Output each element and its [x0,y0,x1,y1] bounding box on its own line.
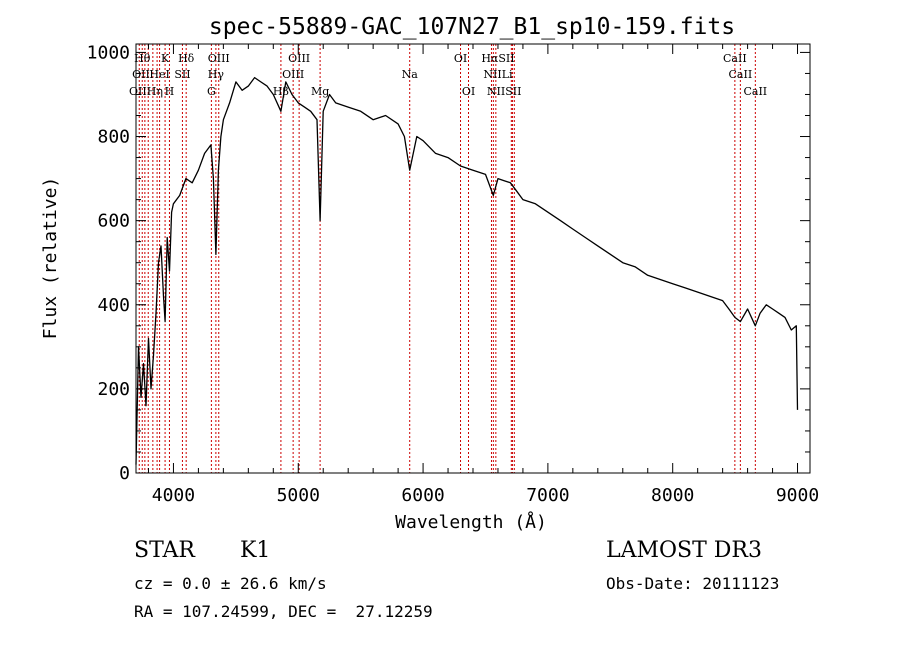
line-label: OII [132,68,150,81]
line-label: OI [454,52,467,65]
line-label: OIIHη [129,85,163,98]
survey-name: LAMOST DR3 [606,538,762,563]
line-label: CaII [729,68,753,81]
line-label: CaII [723,52,747,65]
x-tick-label: 6000 [401,485,444,506]
y-tick-label: 1000 [87,42,130,63]
x-tick-label: 4000 [152,485,195,506]
line-label: CaII [743,85,767,98]
spectrum-line [135,76,799,465]
x-axis: 4000 5000 6000 7000 8000 9000 [147,44,819,506]
line-label: OIII [288,52,310,65]
observation-date: Obs-Date: 20111123 [606,574,780,593]
y-axis: 0 200 400 600 800 1000 [87,42,810,484]
line-label: SII [174,68,190,81]
line-label: Hδ [178,52,195,65]
line-label: HαSII [481,52,514,65]
object-class: STAR [134,538,195,563]
chart-title: spec-55889-GAC_107N27_B1_sp10-159.fits [209,14,735,40]
y-tick-label: 800 [97,127,130,148]
line-label: OI [462,85,475,98]
ra-dec-coordinates: RA = 107.24599, DEC = 27.12259 [134,602,433,621]
line-label: NIILi [483,68,513,81]
y-tick-label: 0 [119,463,130,484]
plot-frame [135,43,811,474]
redshift-cz: cz = 0.0 ± 26.6 km/s [134,574,327,593]
line-label: Mg [311,85,329,98]
line-labels: Hθ K Hδ OIII OIII OI HαSII CaII OII HeI SII Hγ OIII N… [129,52,767,98]
line-label: NIISII [487,85,522,98]
line-label: H [165,85,175,98]
line-label: Hγ [208,68,225,81]
y-tick-label: 400 [97,295,130,316]
line-markers [138,44,756,473]
object-subclass: K1 [240,538,271,563]
line-label: Hβ [273,85,289,98]
y-axis-label: Flux (relative) [40,177,61,340]
x-tick-label: 7000 [526,485,569,506]
line-label: OIII [208,52,230,65]
line-label: Hθ [134,52,151,65]
y-tick-label: 600 [97,211,130,232]
x-tick-label: 5000 [277,485,320,506]
line-label: HeI [149,68,169,81]
line-label: G [207,85,216,98]
x-tick-label: 8000 [651,485,694,506]
x-axis-label: Wavelength (Å) [395,511,547,533]
line-label: Na [402,68,419,81]
spectrum-series [135,76,799,465]
line-label: OIII [282,68,304,81]
x-tick-label: 9000 [776,485,819,506]
y-tick-label: 200 [97,379,130,400]
line-label: K [161,52,170,65]
